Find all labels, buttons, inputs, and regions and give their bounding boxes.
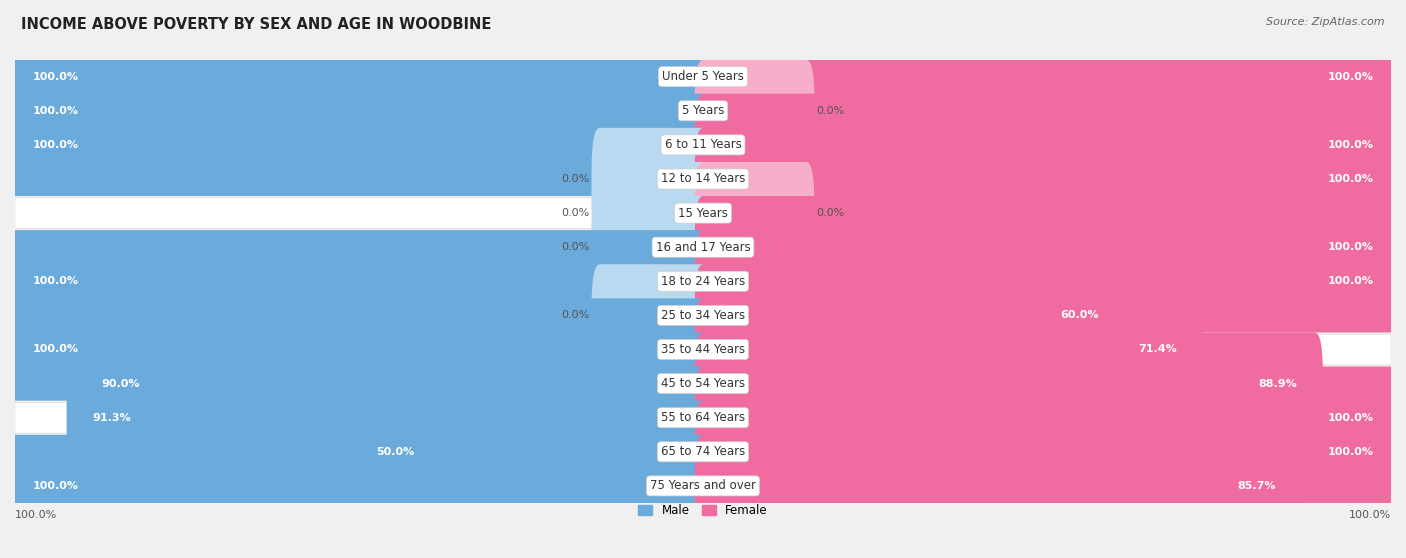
FancyBboxPatch shape — [695, 26, 1399, 128]
FancyBboxPatch shape — [695, 367, 1399, 469]
Text: 100.0%: 100.0% — [1327, 276, 1374, 286]
Text: 35 to 44 Years: 35 to 44 Years — [661, 343, 745, 356]
FancyBboxPatch shape — [15, 129, 1391, 160]
Text: 71.4%: 71.4% — [1139, 344, 1177, 354]
FancyBboxPatch shape — [15, 232, 1391, 263]
FancyBboxPatch shape — [592, 264, 711, 367]
FancyBboxPatch shape — [592, 196, 711, 299]
Text: 60.0%: 60.0% — [1060, 310, 1098, 320]
FancyBboxPatch shape — [15, 300, 1391, 331]
FancyBboxPatch shape — [15, 368, 1391, 399]
Legend: Male, Female: Male, Female — [634, 499, 772, 521]
FancyBboxPatch shape — [7, 299, 711, 401]
FancyBboxPatch shape — [695, 299, 1202, 401]
Text: 50.0%: 50.0% — [377, 447, 415, 457]
Text: 6 to 11 Years: 6 to 11 Years — [665, 138, 741, 151]
Text: 15 Years: 15 Years — [678, 206, 728, 220]
FancyBboxPatch shape — [592, 162, 711, 264]
FancyBboxPatch shape — [7, 60, 711, 162]
FancyBboxPatch shape — [15, 470, 1391, 501]
Text: 55 to 64 Years: 55 to 64 Years — [661, 411, 745, 424]
FancyBboxPatch shape — [15, 436, 1391, 467]
FancyBboxPatch shape — [695, 60, 814, 162]
Text: 5 Years: 5 Years — [682, 104, 724, 117]
FancyBboxPatch shape — [7, 230, 711, 333]
Text: 0.0%: 0.0% — [561, 242, 589, 252]
FancyBboxPatch shape — [15, 402, 1391, 433]
FancyBboxPatch shape — [15, 95, 1391, 126]
FancyBboxPatch shape — [15, 334, 1391, 365]
FancyBboxPatch shape — [7, 26, 711, 128]
Text: 100.0%: 100.0% — [32, 140, 79, 150]
Text: 65 to 74 Years: 65 to 74 Years — [661, 445, 745, 458]
FancyBboxPatch shape — [695, 401, 1399, 503]
FancyBboxPatch shape — [695, 230, 1399, 333]
Text: 100.0%: 100.0% — [1327, 71, 1374, 81]
Text: 12 to 14 Years: 12 to 14 Years — [661, 172, 745, 185]
Text: 100.0%: 100.0% — [32, 71, 79, 81]
Text: 100.0%: 100.0% — [32, 344, 79, 354]
Text: 100.0%: 100.0% — [32, 276, 79, 286]
Text: 0.0%: 0.0% — [561, 174, 589, 184]
FancyBboxPatch shape — [695, 435, 1301, 537]
FancyBboxPatch shape — [592, 128, 711, 230]
FancyBboxPatch shape — [695, 162, 814, 264]
Text: 88.9%: 88.9% — [1258, 378, 1298, 388]
FancyBboxPatch shape — [7, 435, 711, 537]
FancyBboxPatch shape — [15, 61, 1391, 92]
Text: 45 to 54 Years: 45 to 54 Years — [661, 377, 745, 390]
FancyBboxPatch shape — [350, 401, 711, 503]
Text: 90.0%: 90.0% — [101, 378, 139, 388]
Text: 100.0%: 100.0% — [32, 106, 79, 116]
Text: 18 to 24 Years: 18 to 24 Years — [661, 275, 745, 288]
Text: 100.0%: 100.0% — [1348, 511, 1391, 521]
Text: 100.0%: 100.0% — [15, 511, 58, 521]
FancyBboxPatch shape — [7, 94, 711, 196]
Text: 100.0%: 100.0% — [1327, 174, 1374, 184]
FancyBboxPatch shape — [15, 198, 1391, 228]
Text: 100.0%: 100.0% — [1327, 242, 1374, 252]
Text: 100.0%: 100.0% — [1327, 447, 1374, 457]
FancyBboxPatch shape — [695, 128, 1399, 230]
Text: Under 5 Years: Under 5 Years — [662, 70, 744, 83]
FancyBboxPatch shape — [76, 333, 711, 435]
Text: 100.0%: 100.0% — [1327, 413, 1374, 423]
Text: 0.0%: 0.0% — [817, 208, 845, 218]
FancyBboxPatch shape — [15, 163, 1391, 194]
FancyBboxPatch shape — [66, 367, 711, 469]
FancyBboxPatch shape — [695, 264, 1123, 367]
Text: 91.3%: 91.3% — [91, 413, 131, 423]
Text: 85.7%: 85.7% — [1237, 481, 1275, 491]
FancyBboxPatch shape — [15, 266, 1391, 297]
Text: 75 Years and over: 75 Years and over — [650, 479, 756, 492]
Text: 25 to 34 Years: 25 to 34 Years — [661, 309, 745, 322]
Text: 100.0%: 100.0% — [1327, 140, 1374, 150]
Text: 100.0%: 100.0% — [32, 481, 79, 491]
FancyBboxPatch shape — [695, 196, 1399, 299]
Text: 0.0%: 0.0% — [561, 208, 589, 218]
Text: INCOME ABOVE POVERTY BY SEX AND AGE IN WOODBINE: INCOME ABOVE POVERTY BY SEX AND AGE IN W… — [21, 17, 492, 32]
Text: 16 and 17 Years: 16 and 17 Years — [655, 240, 751, 254]
Text: 0.0%: 0.0% — [817, 106, 845, 116]
Text: Source: ZipAtlas.com: Source: ZipAtlas.com — [1267, 17, 1385, 27]
Text: 0.0%: 0.0% — [561, 310, 589, 320]
FancyBboxPatch shape — [695, 333, 1323, 435]
FancyBboxPatch shape — [695, 94, 1399, 196]
